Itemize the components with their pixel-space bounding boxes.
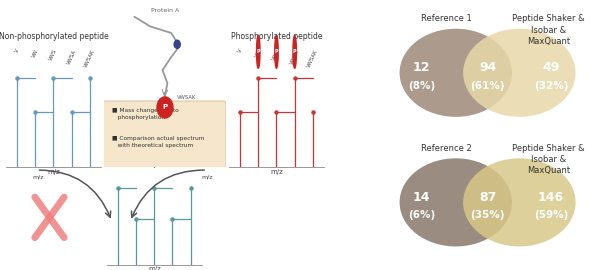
FancyBboxPatch shape — [103, 101, 226, 169]
Text: VWS: VWS — [49, 48, 58, 62]
Text: VWSAK: VWSAK — [177, 95, 197, 100]
Circle shape — [275, 35, 278, 68]
Text: 87: 87 — [479, 191, 496, 204]
Text: P: P — [163, 104, 167, 110]
Text: Protein A: Protein A — [151, 8, 179, 13]
Ellipse shape — [463, 29, 576, 117]
Text: VWSA: VWSA — [66, 48, 78, 65]
X-axis label: m/z: m/z — [148, 266, 161, 270]
Title: Phosphorylated peptide: Phosphorylated peptide — [231, 32, 322, 41]
Text: V: V — [237, 48, 243, 54]
Text: P: P — [257, 49, 260, 54]
Circle shape — [157, 97, 173, 118]
Text: V: V — [14, 48, 20, 54]
Text: (61%): (61%) — [470, 81, 505, 91]
Text: ■ Comparison actual spectrum
   with theoretical spectrum: ■ Comparison actual spectrum with theore… — [112, 136, 205, 148]
Text: VWSAK: VWSAK — [84, 48, 97, 68]
Circle shape — [257, 35, 260, 68]
X-axis label: m/z: m/z — [270, 169, 283, 175]
Text: P: P — [293, 49, 296, 54]
Title: Non-phosphorylated peptide: Non-phosphorylated peptide — [0, 32, 108, 41]
Text: ■ Mass change due to
   phosphorylation: ■ Mass change due to phosphorylation — [112, 108, 179, 120]
Text: m/z: m/z — [202, 174, 213, 179]
Text: 14: 14 — [413, 191, 430, 204]
Text: m/z: m/z — [33, 174, 44, 179]
Text: Peptide Shaker &
Isobar &
MaxQuant: Peptide Shaker & Isobar & MaxQuant — [513, 15, 585, 46]
Text: 12: 12 — [413, 61, 430, 74]
Ellipse shape — [463, 158, 576, 247]
Text: VWSA: VWSA — [289, 48, 301, 65]
Text: (32%): (32%) — [534, 81, 568, 91]
Text: Reference 2: Reference 2 — [420, 144, 472, 153]
Text: 49: 49 — [543, 61, 560, 74]
X-axis label: m/z: m/z — [47, 169, 60, 175]
Text: Peptide Shaker &
Isobar &
MaxQuant: Peptide Shaker & Isobar & MaxQuant — [513, 144, 585, 175]
Text: 94: 94 — [479, 61, 496, 74]
Ellipse shape — [400, 29, 512, 117]
Title: Actual Spectrum: Actual Spectrum — [122, 159, 186, 168]
Text: (59%): (59%) — [534, 210, 568, 220]
Text: 146: 146 — [538, 191, 564, 204]
Text: VW: VW — [31, 48, 39, 59]
Ellipse shape — [400, 158, 512, 247]
Text: Reference 1: Reference 1 — [420, 15, 472, 23]
Text: (6%): (6%) — [408, 210, 435, 220]
Circle shape — [174, 40, 180, 48]
Text: VWSAK: VWSAK — [307, 48, 320, 68]
Text: P: P — [275, 49, 278, 54]
Circle shape — [293, 35, 296, 68]
Text: (8%): (8%) — [408, 81, 435, 91]
Text: VW: VW — [254, 48, 262, 59]
Text: VWS: VWS — [272, 48, 281, 62]
Text: (35%): (35%) — [470, 210, 505, 220]
